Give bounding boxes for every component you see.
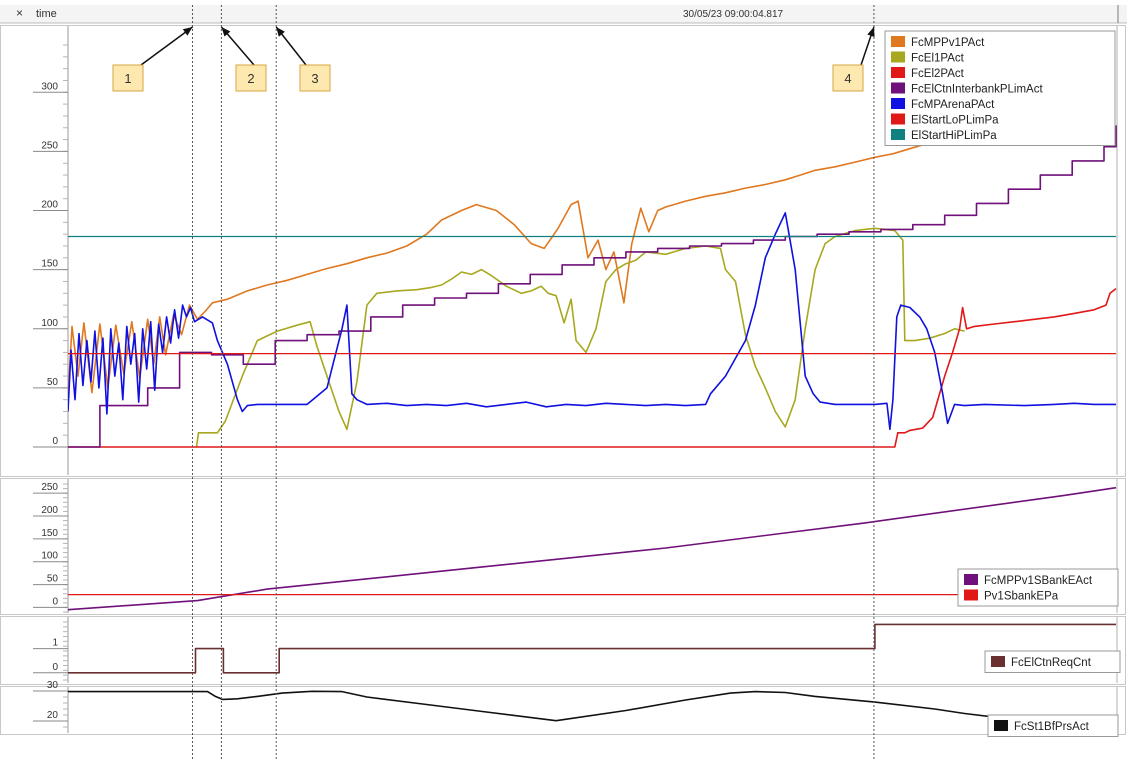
panel-1-y-tick-label: 200 xyxy=(41,200,58,211)
marker-box-3 xyxy=(299,64,331,92)
close-button[interactable]: × xyxy=(16,6,23,20)
panel-2-legend-box xyxy=(957,568,1119,607)
legend-label-Pv1SbankEPa: Pv1SbankEPa xyxy=(984,591,1059,603)
legend-label-ElStartLoPLimPa: ElStartLoPLimPa xyxy=(911,115,999,127)
legend-swatch-FcEl1PAct xyxy=(891,51,905,63)
marker-arrow-1 xyxy=(140,26,193,66)
panel-4-legend-box xyxy=(987,714,1119,737)
legend-swatch-ElStartHiPLimPa xyxy=(891,129,905,140)
legend-swatch-FcElCtnInterbankPLimAct xyxy=(891,82,905,94)
panel-2-y-tick-label: 150 xyxy=(41,528,58,539)
marker-label-2: 2 xyxy=(247,71,254,86)
header-strip xyxy=(0,5,1127,23)
panel-1-y-tick-label: 50 xyxy=(47,377,59,388)
panel-2-frame xyxy=(0,478,1126,615)
panel-4-frame xyxy=(0,686,1126,735)
marker-label-3: 3 xyxy=(311,71,318,86)
legend-swatch-FcMPPv1SBankEAct xyxy=(964,574,978,585)
panel-1-legend-box xyxy=(884,30,1116,146)
panel-2-y-tick-label: 200 xyxy=(41,505,58,516)
cursor-timestamp: 30/05/23 09:00:04.817 xyxy=(683,9,784,20)
panel-2-y-tick-label: 50 xyxy=(47,574,59,585)
panel-2-y-tick-label: 0 xyxy=(52,596,58,607)
legend-swatch-Pv1SbankEPa xyxy=(964,589,978,601)
panel-4-y-tick-label: 20 xyxy=(47,710,59,721)
series-line-FcEl2PAct xyxy=(68,287,1117,448)
legend-label-FcElCtnInterbankPLimAct: FcElCtnInterbankPLimAct xyxy=(911,84,1043,96)
legend-label-FcEl2PAct: FcEl2PAct xyxy=(911,68,965,80)
legend-label-ElStartHiPLimPa: ElStartHiPLimPa xyxy=(911,130,997,142)
series-line-FcMPPv1SBankEAct xyxy=(68,486,1117,611)
panel-4-plot-area xyxy=(68,690,1116,722)
panel-1-plot-area xyxy=(68,70,1117,448)
marker-box-2 xyxy=(235,64,267,92)
marker-box-4 xyxy=(832,64,864,92)
panel-1-y-tick-label: 100 xyxy=(41,318,58,329)
time-axis-label: time xyxy=(36,8,57,20)
series-line-FcMPPv1PAct xyxy=(68,70,1115,398)
panel-1-y-tick-label: 300 xyxy=(41,81,58,92)
panel-2-plot-area xyxy=(68,486,1117,611)
legend-swatch-FcSt1BfPrsAct xyxy=(994,720,1008,731)
panel-1-y-tick-label: 0 xyxy=(52,436,58,447)
panel-1-y-tick-label: 150 xyxy=(41,259,58,270)
panel-3-plot-area xyxy=(68,623,1116,674)
marker-arrowhead-2 xyxy=(221,27,231,37)
legend-label-FcSt1BfPrsAct: FcSt1BfPrsAct xyxy=(1014,721,1090,733)
panel-4-y-tick-label: 30 xyxy=(47,680,59,691)
legend-swatch-FcMPPv1PAct xyxy=(891,36,905,47)
panel-3-frame xyxy=(0,616,1126,685)
marker-arrowhead-1 xyxy=(182,27,193,36)
legend-swatch-FcEl2PAct xyxy=(891,67,905,78)
legend-swatch-ElStartLoPLimPa xyxy=(891,113,905,125)
panel-2-y-tick-label: 250 xyxy=(41,482,58,493)
marker-arrowhead-4 xyxy=(867,27,875,37)
panel-1-frame xyxy=(0,25,1126,477)
legend-swatch-FcElCtnReqCnt xyxy=(991,656,1005,667)
panel-3-legend-box xyxy=(984,650,1121,673)
panel-3-y-tick-label: 0 xyxy=(52,662,58,673)
marker-label-1: 1 xyxy=(124,71,131,86)
legend-label-FcEl1PAct: FcEl1PAct xyxy=(911,53,965,65)
legend-swatch-FcMPArenaPAct xyxy=(891,98,905,109)
legend-label-FcElCtnReqCnt: FcElCtnReqCnt xyxy=(1011,657,1092,669)
legend-label-FcMPPv1SBankEAct: FcMPPv1SBankEAct xyxy=(984,575,1093,587)
marker-arrowhead-3 xyxy=(276,27,285,37)
legend-label-FcMPArenaPAct: FcMPArenaPAct xyxy=(911,99,995,111)
series-line-FcEl1PAct xyxy=(195,227,965,448)
panel-1-y-tick-label: 250 xyxy=(41,140,58,151)
series-line-FcElCtnInterbankPLimAct xyxy=(68,125,1117,448)
marker-box-1 xyxy=(112,64,144,92)
series-line-FcElCtnReqCnt xyxy=(68,623,1116,674)
marker-label-4: 4 xyxy=(844,71,851,86)
panel-3-y-tick-label: 1 xyxy=(52,638,58,649)
panel-2-y-tick-label: 100 xyxy=(41,551,58,562)
legend-label-FcMPPv1PAct: FcMPPv1PAct xyxy=(911,37,985,49)
series-line-FcSt1BfPrsAct xyxy=(68,690,1116,722)
